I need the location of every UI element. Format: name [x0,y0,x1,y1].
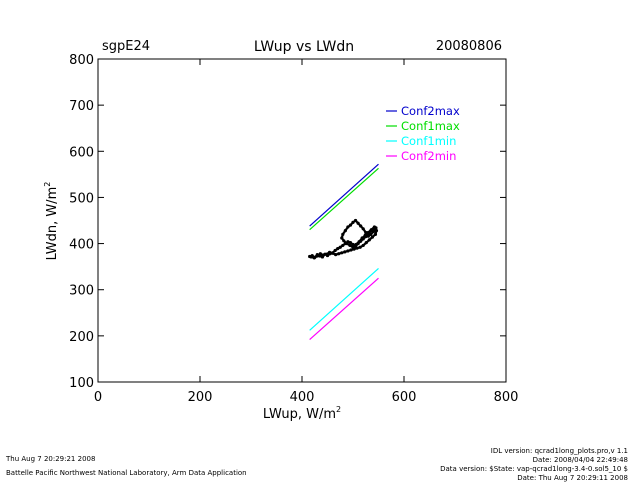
scatter-point [348,223,353,227]
scatter-point [355,246,359,250]
scatter-point [333,248,337,253]
scatter-point [374,229,379,233]
scatter-point [340,251,344,255]
scatter-point [373,232,378,236]
scatter-point [354,242,358,247]
scatter-point [356,221,360,225]
scatter-point [343,250,347,254]
y-tick-label: 500 [69,191,94,206]
scatter-point [348,243,352,248]
scatter-point [321,253,326,257]
scatter-point [360,236,364,240]
x-axis-label-sup: 2 [336,405,341,414]
footer-organization: Battelle Pacific Northwest National Labo… [6,469,247,477]
y-tick-label: 200 [69,330,94,345]
scatter-point [363,233,367,237]
x-tick-label: 400 [290,390,315,405]
scatter-point [361,243,365,248]
footer-idl-date: Date: 2008/04/04 22:49:48 [532,456,628,464]
scatter-point [342,239,346,243]
scatter-point [338,245,342,249]
scatter-point [312,256,316,260]
y-axis-label-sup: 2 [43,182,52,187]
scatter-point [359,224,363,228]
scatter-point [348,241,353,245]
footer-right: IDL version: qcrad1long_plots.pro,v 1.1 … [440,447,628,483]
scatter-point [351,220,355,224]
x-axis-label: LWup, W/m2 [263,405,341,422]
scatter-point [336,247,340,251]
site-label: sgpE24 [102,39,150,54]
footer-idl-version: IDL version: qcrad1long_plots.pro,v 1.1 [490,447,628,455]
scatter-point [371,229,375,234]
scatter-point [331,251,335,255]
scatter-point [357,240,361,244]
date-label: 20080806 [436,39,502,54]
chart-title: LWup vs LWdn [254,39,354,55]
x-tick-label: 600 [392,390,417,405]
x-tick-label: 200 [188,390,213,405]
y-axis-label: LWdn, W/m2 [43,182,60,261]
scatter-point [327,250,332,254]
y-axis-label-text: LWdn, W/m [45,187,60,261]
series-line-conf2max [309,163,379,227]
y-tick-label: 700 [69,99,94,114]
x-axis-label-text: LWup, W/m [263,407,336,422]
scatter-points [308,218,379,260]
legend-label: Conf2max [401,104,460,118]
y-tick-label: 800 [69,53,94,68]
scatter-point [349,248,353,252]
scatter-point [353,218,358,223]
series-line-conf1max [309,167,379,231]
legend-label: Conf2min [401,149,456,163]
y-tick-label: 300 [69,284,94,299]
scatter-point [318,252,322,256]
scatter-point [366,230,370,235]
scatter-point [369,232,373,236]
x-tick-label: 800 [494,390,519,405]
scatter-point [345,241,349,246]
series-line-conf1min [309,268,379,331]
y-tick-label: 600 [69,145,94,160]
y-axis: 100 200 300 400 500 600 700 800 [69,53,506,391]
footer-timestamp: Thu Aug 7 20:29:21 2008 [6,455,96,463]
scatter-point [367,238,371,242]
scatter-point [366,234,370,238]
scatter-point [364,230,368,235]
scatter-point [324,252,329,256]
x-axis: 0 200 400 600 800 [94,59,519,405]
scatter-point [341,232,345,236]
scatter-point [364,241,368,245]
y-tick-label: 100 [69,376,94,391]
scatter-point [372,225,377,229]
series-lines [309,163,379,340]
scatter-point [352,247,356,251]
footer-data-version: Data version: $State: vap-qcrad1long-3.4… [440,465,628,473]
scatter-point [343,229,347,233]
scatter-point [346,225,350,229]
x-tick-label: 0 [94,390,102,405]
scatter-point [340,236,344,240]
scatter-point [369,228,373,232]
scatter-point [341,243,345,248]
scatter-point [351,242,355,247]
scatter-point [315,254,319,258]
legend-label: Conf1min [401,134,456,148]
scatter-point [358,245,362,249]
scatter-point [370,235,374,239]
scatter-point [361,227,365,231]
scatter-point [309,255,313,259]
scatter-point [337,252,341,256]
legend-label: Conf1max [401,119,460,133]
series-line-conf2min [309,277,379,340]
scatter-point [346,249,350,253]
footer-data-date: Date: Thu Aug 7 20:29:11 2008 [517,474,628,482]
footer-left: Thu Aug 7 20:29:21 2008 Battelle Pacific… [6,455,247,478]
y-tick-label: 400 [69,238,94,253]
scatter-point [334,253,338,257]
